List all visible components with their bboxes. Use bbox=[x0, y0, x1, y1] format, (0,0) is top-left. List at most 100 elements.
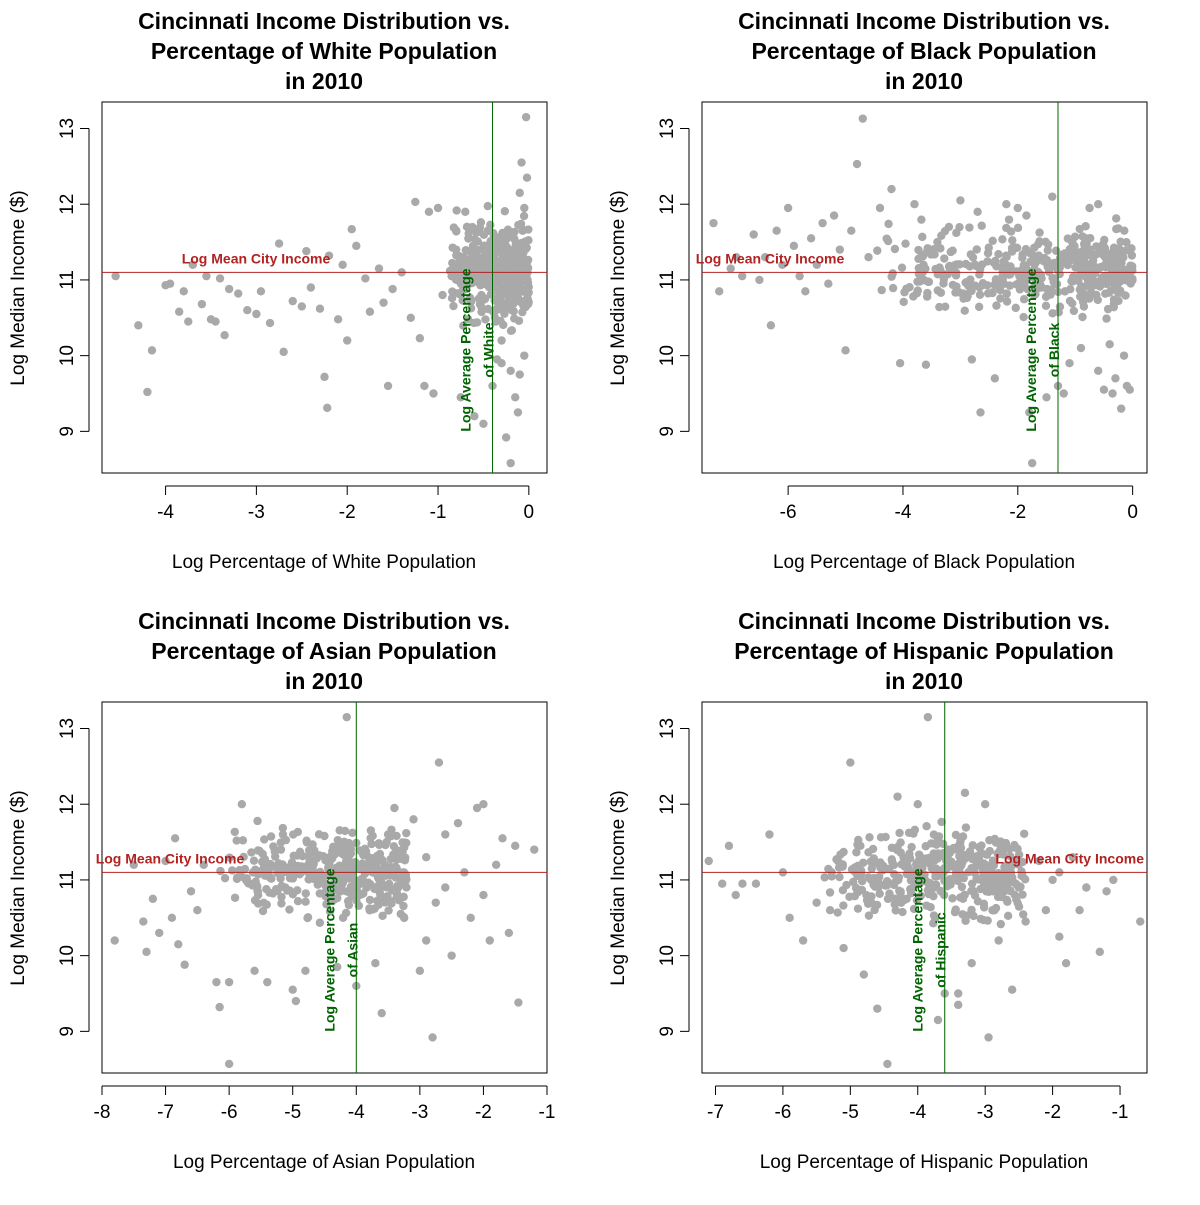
scatter-point bbox=[1102, 887, 1111, 896]
scatter-point bbox=[155, 928, 164, 938]
scatter-point bbox=[1088, 256, 1098, 265]
scatter-point bbox=[960, 890, 969, 900]
scatter-point bbox=[498, 242, 507, 251]
scatter-point bbox=[1002, 200, 1011, 209]
scatter-point bbox=[480, 254, 489, 264]
scatter-point bbox=[785, 913, 794, 922]
chart-asian: Cincinnati Income Distribution vs. Percen… bbox=[0, 600, 600, 1200]
scatter-point bbox=[342, 887, 352, 896]
scatter-point bbox=[783, 203, 793, 213]
scatter-point bbox=[466, 913, 475, 922]
scatter-point bbox=[921, 264, 930, 273]
scatter-point bbox=[357, 875, 366, 885]
scatter-point bbox=[853, 871, 862, 881]
scatter-point bbox=[901, 856, 910, 866]
scatter-point bbox=[447, 271, 456, 281]
scatter-point bbox=[952, 842, 962, 852]
scatter-point bbox=[961, 823, 971, 832]
scatter-point bbox=[518, 226, 527, 235]
scatter-point bbox=[1105, 340, 1114, 349]
plot-frame bbox=[101, 701, 548, 1074]
scatter-point bbox=[1041, 906, 1051, 915]
x-axis-label: Log Percentage of Black Population bbox=[773, 552, 1075, 573]
scatter-point bbox=[952, 282, 961, 291]
scatter-point bbox=[812, 898, 821, 907]
scatter-point bbox=[998, 850, 1008, 859]
scatter-point bbox=[520, 351, 529, 360]
chart-title-line: Percentage of Black Population bbox=[751, 38, 1096, 64]
scatter-point bbox=[1099, 385, 1109, 394]
scatter-point bbox=[947, 862, 957, 871]
scatter-point bbox=[996, 919, 1006, 929]
scatter-point bbox=[232, 836, 241, 845]
x-tick-label: -1 bbox=[539, 1102, 556, 1123]
scatter-point bbox=[929, 911, 939, 920]
scatter-point bbox=[227, 866, 237, 875]
scatter-point bbox=[1048, 309, 1057, 318]
scatter-point bbox=[470, 412, 479, 421]
scatter-point bbox=[277, 892, 286, 902]
scatter-point bbox=[319, 872, 328, 881]
scatter-point bbox=[398, 838, 407, 847]
scatter-point bbox=[1065, 359, 1074, 368]
scatter-point bbox=[824, 864, 833, 874]
scatter-point bbox=[888, 283, 898, 293]
scatter-point bbox=[503, 283, 512, 292]
scatter-point bbox=[952, 260, 962, 269]
y-tick-label: 13 bbox=[657, 118, 678, 139]
scatter-point bbox=[375, 888, 385, 898]
scatter-point bbox=[936, 244, 945, 253]
scatter-point bbox=[868, 844, 878, 854]
scatter-point bbox=[1105, 272, 1115, 282]
scatter-point bbox=[324, 251, 334, 260]
scatter-point bbox=[409, 815, 418, 824]
scatter-point bbox=[1000, 862, 1009, 872]
scatter-point bbox=[252, 309, 261, 319]
scatter-point bbox=[940, 254, 949, 263]
scatter-point bbox=[186, 887, 196, 896]
scatter-point bbox=[338, 913, 348, 922]
scatter-point bbox=[928, 884, 938, 893]
scatter-point bbox=[460, 260, 470, 270]
scatter-point bbox=[882, 876, 892, 886]
scatter-point bbox=[875, 203, 885, 213]
scatter-point bbox=[944, 222, 954, 232]
scatter-point bbox=[875, 872, 884, 882]
scatter-point bbox=[979, 915, 988, 925]
scatter-point bbox=[461, 284, 470, 294]
scatter-point bbox=[260, 835, 269, 844]
scatter-point bbox=[497, 359, 506, 368]
scatter-point bbox=[242, 874, 251, 883]
scatter-point bbox=[1067, 276, 1076, 286]
scatter-point bbox=[279, 347, 288, 357]
scatter-point bbox=[917, 215, 926, 224]
scatter-point bbox=[1114, 244, 1124, 253]
scatter-point bbox=[1112, 214, 1121, 223]
scatter-point bbox=[247, 848, 256, 857]
mean-city-income-label: Log Mean City Income bbox=[182, 250, 331, 266]
scatter-point bbox=[170, 834, 180, 843]
y-tick-label: 13 bbox=[657, 718, 678, 739]
scatter-point bbox=[950, 907, 960, 917]
scatter-point bbox=[1098, 240, 1108, 249]
x-tick-label: -5 bbox=[284, 1102, 301, 1123]
chart-title-line: Cincinnati Income Distribution vs. bbox=[738, 8, 1110, 34]
scatter-point bbox=[288, 985, 297, 994]
scatter-point bbox=[1112, 273, 1121, 282]
scatter-point bbox=[972, 245, 981, 254]
scatter-point bbox=[1093, 366, 1103, 375]
scatter-point bbox=[271, 884, 281, 894]
scatter-point bbox=[479, 419, 488, 428]
scatter-point bbox=[926, 839, 936, 848]
scatter-point bbox=[913, 800, 922, 809]
scatter-point bbox=[1068, 255, 1078, 265]
scatter-point bbox=[453, 818, 463, 828]
scatter-point bbox=[250, 966, 259, 975]
scatter-point bbox=[323, 403, 332, 413]
x-tick-label: -2 bbox=[1044, 1102, 1061, 1123]
scatter-point bbox=[296, 868, 305, 878]
scatter-point bbox=[1055, 932, 1064, 941]
scatter-point bbox=[452, 206, 461, 215]
scatter-point bbox=[289, 851, 298, 861]
scatter-point bbox=[1014, 860, 1024, 869]
